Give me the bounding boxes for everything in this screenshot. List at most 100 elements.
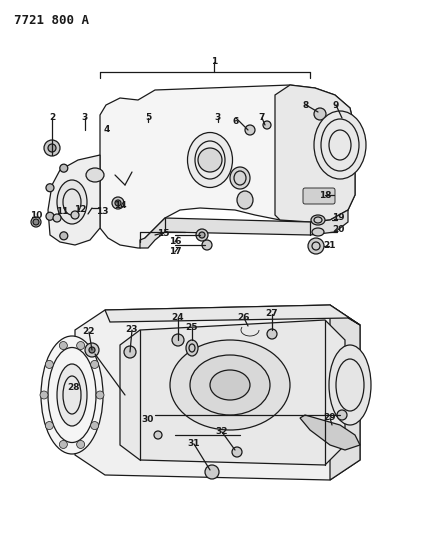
Circle shape: [112, 197, 124, 209]
Circle shape: [89, 347, 95, 353]
Ellipse shape: [311, 215, 325, 225]
Circle shape: [48, 144, 56, 152]
Circle shape: [53, 214, 61, 222]
Ellipse shape: [186, 340, 198, 356]
Circle shape: [33, 219, 39, 225]
Ellipse shape: [314, 111, 366, 179]
Ellipse shape: [170, 340, 290, 430]
Text: 6: 6: [233, 117, 239, 126]
Polygon shape: [75, 305, 360, 480]
Text: 24: 24: [172, 313, 184, 322]
Ellipse shape: [86, 168, 104, 182]
Circle shape: [59, 440, 67, 448]
Ellipse shape: [237, 191, 253, 209]
Ellipse shape: [57, 180, 87, 224]
Text: 11: 11: [56, 207, 68, 216]
Text: 21: 21: [324, 240, 336, 249]
Circle shape: [91, 360, 98, 368]
Text: 3: 3: [82, 114, 88, 123]
Text: 4: 4: [104, 125, 110, 134]
Text: 31: 31: [188, 440, 200, 448]
Circle shape: [85, 343, 99, 357]
Ellipse shape: [41, 336, 103, 454]
Circle shape: [96, 391, 104, 399]
Text: 13: 13: [96, 207, 108, 216]
Text: 7721 800 A: 7721 800 A: [14, 14, 89, 27]
Circle shape: [77, 342, 85, 350]
Circle shape: [232, 447, 242, 457]
Circle shape: [198, 148, 222, 172]
Text: 3: 3: [215, 114, 221, 123]
Text: 25: 25: [186, 324, 198, 333]
Circle shape: [46, 212, 54, 220]
Text: 5: 5: [145, 114, 151, 123]
Text: 30: 30: [142, 416, 154, 424]
Circle shape: [154, 431, 162, 439]
Circle shape: [45, 422, 54, 430]
Circle shape: [267, 329, 277, 339]
Ellipse shape: [57, 364, 87, 426]
Circle shape: [115, 200, 121, 206]
Text: 10: 10: [30, 211, 42, 220]
Text: 28: 28: [68, 384, 80, 392]
Circle shape: [45, 360, 54, 368]
Text: 8: 8: [303, 101, 309, 109]
Text: 20: 20: [332, 225, 344, 235]
Circle shape: [340, 115, 350, 125]
Circle shape: [60, 232, 68, 240]
Ellipse shape: [187, 133, 232, 188]
Circle shape: [337, 410, 347, 420]
Ellipse shape: [190, 355, 270, 415]
Text: 29: 29: [324, 414, 336, 423]
Text: 27: 27: [266, 310, 278, 319]
Ellipse shape: [312, 228, 324, 236]
Polygon shape: [59, 343, 75, 447]
Text: 2: 2: [49, 114, 55, 123]
Polygon shape: [300, 415, 360, 450]
Text: 12: 12: [74, 206, 86, 214]
Text: 23: 23: [126, 326, 138, 335]
Circle shape: [172, 334, 184, 346]
Circle shape: [91, 422, 98, 430]
Circle shape: [31, 217, 41, 227]
Polygon shape: [48, 155, 100, 245]
FancyBboxPatch shape: [303, 188, 335, 204]
Polygon shape: [120, 320, 345, 465]
Text: 16: 16: [169, 238, 181, 246]
Ellipse shape: [210, 370, 250, 400]
Polygon shape: [100, 85, 355, 248]
Text: 19: 19: [332, 214, 344, 222]
Circle shape: [199, 232, 205, 238]
Circle shape: [60, 164, 68, 172]
Circle shape: [263, 121, 271, 129]
Circle shape: [124, 346, 136, 358]
Circle shape: [314, 108, 326, 120]
Circle shape: [196, 229, 208, 241]
Text: 1: 1: [211, 58, 217, 67]
Circle shape: [202, 240, 212, 250]
Text: 22: 22: [83, 327, 95, 336]
Polygon shape: [275, 85, 355, 222]
Text: 26: 26: [238, 313, 250, 322]
Text: 14: 14: [114, 200, 126, 209]
Polygon shape: [105, 305, 360, 325]
Text: 32: 32: [216, 427, 228, 437]
Polygon shape: [140, 210, 348, 248]
Ellipse shape: [230, 167, 250, 189]
Circle shape: [245, 125, 255, 135]
Text: 7: 7: [259, 114, 265, 123]
Circle shape: [308, 238, 324, 254]
Text: 15: 15: [157, 229, 169, 238]
Circle shape: [59, 342, 67, 350]
Text: 18: 18: [319, 190, 331, 199]
Text: 9: 9: [333, 101, 339, 109]
Circle shape: [40, 391, 48, 399]
Circle shape: [77, 440, 85, 448]
Circle shape: [205, 465, 219, 479]
Circle shape: [44, 140, 60, 156]
Text: 17: 17: [169, 247, 181, 256]
Circle shape: [71, 211, 79, 219]
Circle shape: [46, 184, 54, 192]
Ellipse shape: [329, 345, 371, 425]
Polygon shape: [330, 305, 360, 480]
